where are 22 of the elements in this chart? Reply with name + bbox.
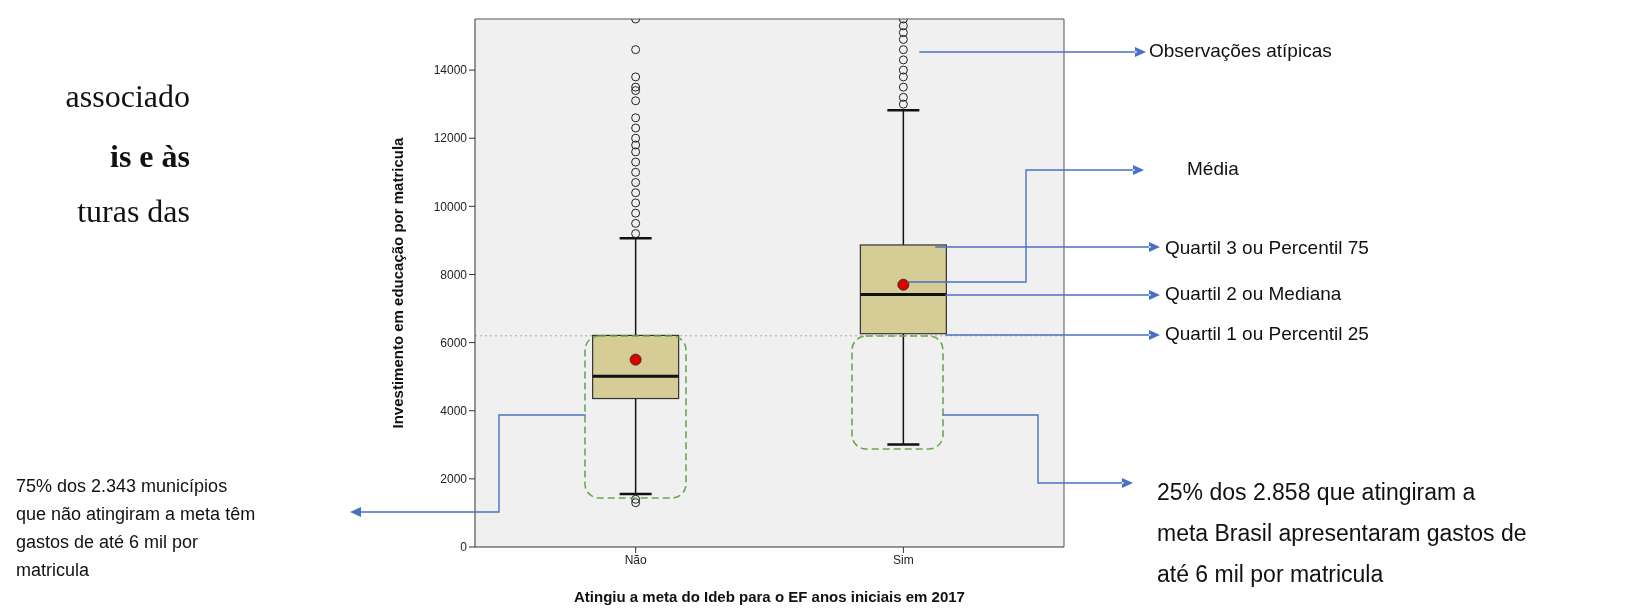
y-tick-label: 2000 xyxy=(440,472,468,487)
text: Observações atípicas xyxy=(1149,40,1332,62)
y-tick-label: 14000 xyxy=(433,63,468,78)
y-tick-label: 12000 xyxy=(433,131,468,146)
y-tick-label: 10000 xyxy=(433,199,468,214)
x-axis-title: Atingiu a meta do Ideb para o EF anos iniciais em 2017 xyxy=(574,588,965,605)
y-tick-label: 4000 xyxy=(440,404,468,418)
text: 25% dos 2.858 que atingiram a meta Brasil apresentaram gastos de até 6 mil por matricula xyxy=(1157,478,1528,589)
text: is e às xyxy=(109,138,190,175)
y-tick-label: 8000 xyxy=(440,267,468,282)
x-tick-label: Sim xyxy=(893,552,914,567)
y-tick-label: 6000 xyxy=(440,335,468,350)
y-axis-title: Investimento em educação por matricula xyxy=(389,136,407,429)
text: Quartil 1 ou Percentil 25 xyxy=(1165,323,1369,345)
text: Média xyxy=(1187,158,1239,180)
x-tick-label: Não xyxy=(624,552,647,567)
text: Quartil 2 ou Mediana xyxy=(1165,283,1342,305)
text: turas das xyxy=(76,193,190,230)
text: Quartil 3 ou Percentil 75 xyxy=(1165,237,1369,259)
text: 75% dos 2.343 municípios que não atingiram a meta têm gastos de até 6 mil por matricula xyxy=(16,475,257,582)
text: associado xyxy=(64,78,190,115)
y-tick-label: 0 xyxy=(460,540,468,555)
